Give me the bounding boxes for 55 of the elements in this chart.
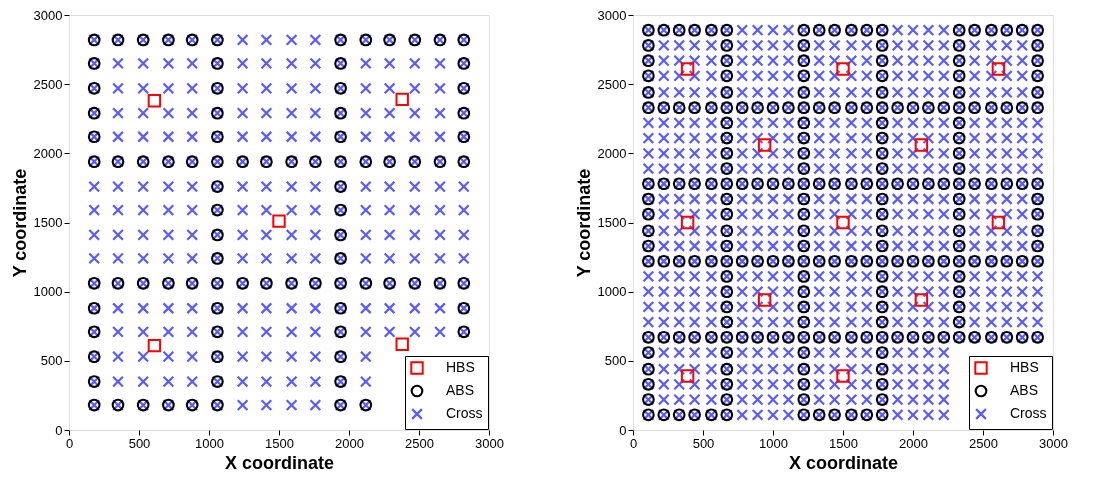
x-tick-label: 500 bbox=[128, 435, 151, 451]
point bbox=[914, 138, 929, 152]
legend-label: ABS bbox=[1010, 382, 1039, 398]
x-tick-label: 0 bbox=[629, 435, 638, 451]
y-tick-label: 3000 bbox=[33, 7, 63, 23]
y-tick-label: 1500 bbox=[597, 215, 627, 230]
y-tick-label: 1000 bbox=[597, 284, 627, 300]
point bbox=[395, 337, 409, 351]
legend-label: Cross bbox=[1010, 405, 1047, 421]
x-tick-label: 1500 bbox=[265, 435, 294, 451]
legend-label: Cross bbox=[446, 405, 483, 421]
x-tick-label: 2500 bbox=[969, 435, 998, 451]
y-tick-label: 2500 bbox=[597, 76, 627, 92]
x-tick-label: 1000 bbox=[195, 435, 224, 451]
y-axis-title: Y coordinate bbox=[9, 168, 30, 278]
point bbox=[836, 369, 850, 383]
legend-label: ABS bbox=[446, 382, 475, 398]
x-tick-label: 2500 bbox=[405, 435, 434, 451]
point bbox=[395, 92, 409, 107]
y-tick-label: 2500 bbox=[33, 76, 63, 92]
point bbox=[680, 215, 695, 230]
point bbox=[272, 214, 286, 228]
x-tick-label: 3000 bbox=[475, 435, 504, 451]
point bbox=[147, 338, 162, 353]
x-tick-label: 500 bbox=[692, 435, 715, 451]
y-tick-label: 0 bbox=[619, 422, 627, 438]
x-tick-label: 0 bbox=[65, 435, 74, 451]
point bbox=[680, 369, 695, 383]
point bbox=[836, 215, 850, 230]
y-tick-label: 1000 bbox=[33, 284, 63, 300]
y-tick-label: 2000 bbox=[597, 145, 627, 161]
y-tick-label: 500 bbox=[40, 353, 63, 369]
x-axis-title: X coordinate bbox=[224, 452, 335, 473]
x-tick-label: 1500 bbox=[829, 435, 858, 451]
y-tick-label: 1500 bbox=[33, 215, 63, 230]
point bbox=[991, 215, 1006, 230]
point bbox=[680, 62, 695, 76]
point bbox=[757, 293, 772, 307]
x-tick-label: 3000 bbox=[1039, 435, 1068, 451]
x-axis-title: X coordinate bbox=[788, 452, 899, 473]
y-tick-label: 3000 bbox=[597, 7, 627, 23]
point bbox=[991, 62, 1006, 76]
x-tick-label: 2000 bbox=[899, 435, 928, 451]
point bbox=[914, 293, 929, 307]
legend-label: HBS bbox=[446, 359, 475, 375]
x-tick-label: 1000 bbox=[759, 435, 788, 451]
point bbox=[147, 94, 162, 108]
y-tick-label: 2000 bbox=[33, 145, 63, 161]
legend-label: HBS bbox=[1010, 359, 1039, 375]
point bbox=[836, 62, 850, 76]
point bbox=[757, 138, 772, 152]
y-tick-label: 500 bbox=[604, 353, 627, 369]
y-tick-label: 0 bbox=[55, 422, 63, 438]
y-axis-title: Y coordinate bbox=[573, 168, 594, 278]
x-tick-label: 2000 bbox=[335, 435, 364, 451]
